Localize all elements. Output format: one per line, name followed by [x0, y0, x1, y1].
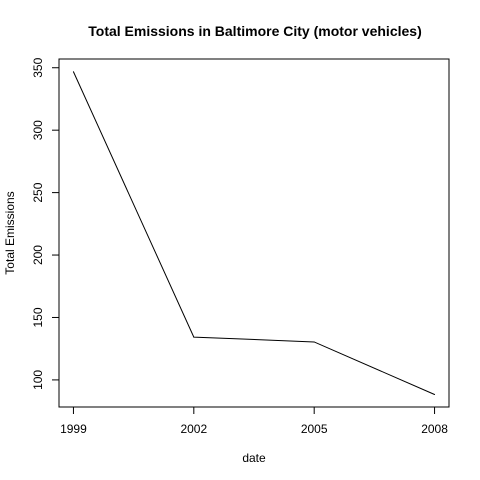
y-tick-label: 350: [31, 57, 45, 77]
y-tick-label: 100: [31, 370, 45, 390]
y-tick-label: 250: [31, 182, 45, 202]
series-line: [72, 71, 435, 395]
series-group: [72, 71, 436, 396]
data-point: [434, 394, 436, 396]
y-axis: 100 150 200 250 300 350: [31, 57, 60, 390]
data-point: [313, 341, 315, 343]
x-tick-label: 2002: [180, 422, 207, 436]
data-point: [193, 336, 195, 338]
chart-title: Total Emissions in Baltimore City (motor…: [88, 23, 421, 39]
data-point: [72, 71, 74, 73]
x-axis-label: date: [242, 451, 266, 465]
y-tick-label: 200: [31, 245, 45, 265]
y-tick-label: 300: [31, 120, 45, 140]
x-tick-label: 2008: [421, 422, 448, 436]
x-tick-label: 1999: [60, 422, 87, 436]
y-axis-label: Total Emissions: [3, 191, 17, 274]
x-tick-label: 2005: [301, 422, 328, 436]
x-axis: 1999 2002 2005 2008: [60, 406, 448, 436]
y-tick-label: 150: [31, 307, 45, 327]
